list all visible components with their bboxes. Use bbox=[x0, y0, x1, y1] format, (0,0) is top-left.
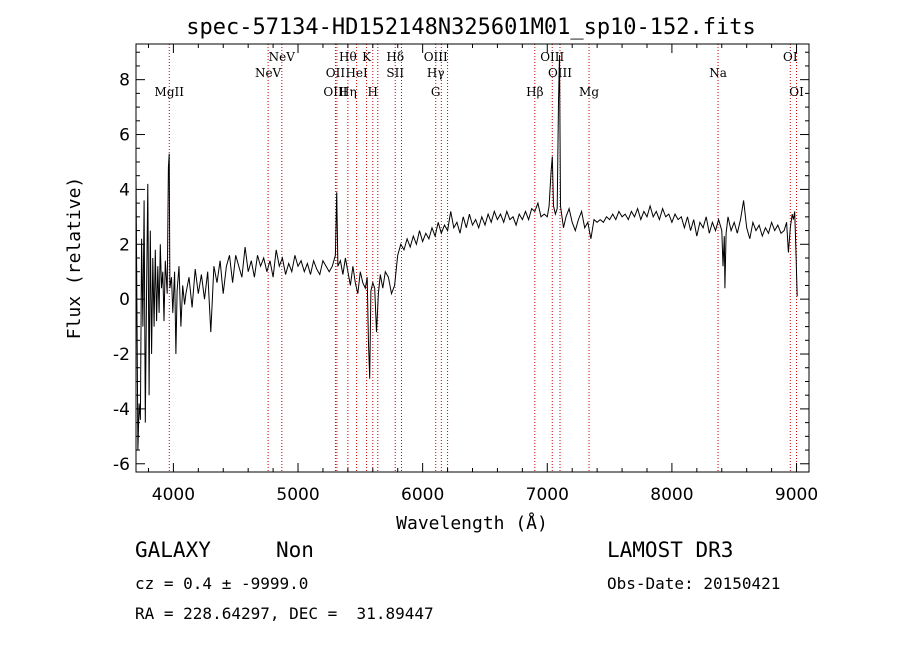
marker-label: NeV bbox=[255, 66, 282, 80]
spectrum-line bbox=[135, 54, 798, 451]
marker-label: OI bbox=[789, 85, 804, 99]
marker-label: OIII bbox=[323, 85, 347, 99]
y-tick-label: -6 bbox=[113, 455, 130, 475]
object-subclass: Non bbox=[276, 538, 314, 562]
y-tick-label: 8 bbox=[119, 71, 130, 91]
y-tick-label: 4 bbox=[119, 180, 130, 200]
marker-label: OI bbox=[783, 50, 798, 64]
marker-label: Na bbox=[709, 66, 727, 80]
y-tick-label: -4 bbox=[113, 400, 130, 420]
y-tick-label: 2 bbox=[119, 235, 130, 255]
x-tick-label: 8000 bbox=[650, 485, 693, 505]
x-axis-label: Wavelength (Å) bbox=[396, 512, 548, 534]
marker-label: Hδ bbox=[386, 50, 404, 64]
survey-name: LAMOST DR3 bbox=[607, 538, 734, 562]
x-tick-label: 7000 bbox=[526, 485, 569, 505]
object-class: GALAXY bbox=[135, 538, 211, 562]
chart-title: spec-57134-HD152148N325601M01_sp10-152.f… bbox=[186, 15, 756, 40]
marker-label: K bbox=[362, 50, 372, 64]
redshift-cz: cz = 0.4 ± -9999.0 bbox=[135, 574, 309, 593]
y-tick-label: -2 bbox=[113, 345, 130, 365]
marker-label: H bbox=[368, 85, 378, 99]
marker-label: Mg bbox=[579, 85, 599, 99]
emission-line-markers bbox=[168, 44, 798, 472]
y-tick-label: 0 bbox=[119, 290, 130, 310]
marker-label: OIII bbox=[424, 50, 448, 64]
x-tick-label: 6000 bbox=[401, 485, 444, 505]
y-axis-label: Flux (relative) bbox=[64, 177, 85, 340]
marker-label: Hη bbox=[339, 85, 357, 99]
marker-label: G bbox=[431, 85, 441, 99]
marker-label: MgII bbox=[155, 85, 185, 99]
x-tick-label: 9000 bbox=[775, 485, 818, 505]
marker-label: HeI bbox=[345, 66, 368, 80]
x-tick-label: 5000 bbox=[276, 485, 319, 505]
emission-line-labels: MgII NeV NeV OII OIII Hθ Hη HeI K H Hδ SII OIII Hγ G Hβ… bbox=[155, 50, 805, 99]
spectrum-chart: spec-57134-HD152148N325601M01_sp10-152.f… bbox=[64, 15, 818, 534]
obs-date: Obs-Date: 20150421 bbox=[607, 574, 781, 593]
marker-label: Hθ bbox=[339, 50, 357, 64]
marker-label: NeV bbox=[269, 50, 296, 64]
x-axis: 4000 5000 6000 7000 8000 9000 bbox=[147, 44, 818, 505]
marker-label: Hγ bbox=[427, 66, 445, 80]
x-tick-label: 4000 bbox=[152, 485, 195, 505]
coordinates: RA = 228.64297, DEC = 31.89447 bbox=[135, 604, 434, 623]
marker-label: SII bbox=[386, 66, 404, 80]
y-axis: -6 -4 -2 0 2 4 6 8 bbox=[113, 51, 809, 475]
marker-label: OII bbox=[326, 66, 346, 80]
marker-label: Hβ bbox=[526, 85, 543, 99]
marker-label: OIII bbox=[540, 50, 564, 64]
y-tick-label: 6 bbox=[119, 126, 130, 146]
